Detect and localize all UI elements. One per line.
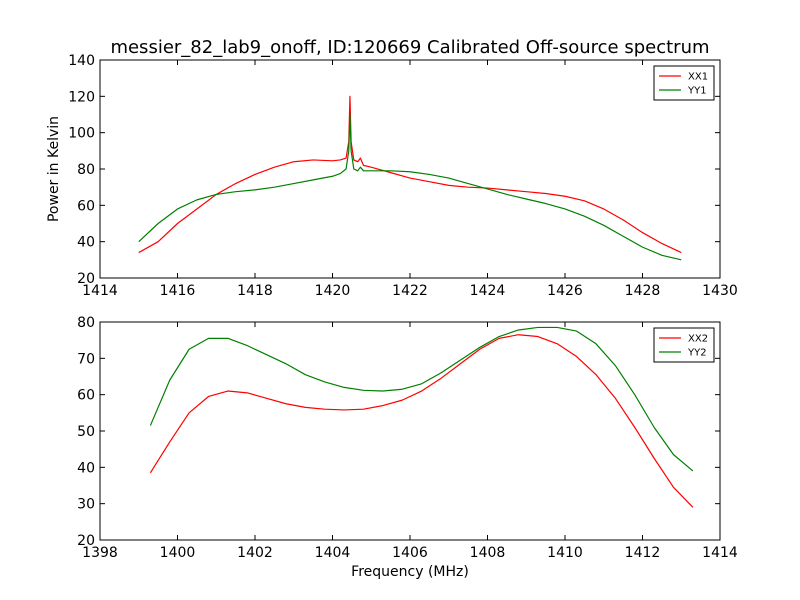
bottom-series-xx2-line — [149, 334, 694, 508]
top-y-tick-label: 60 — [77, 198, 95, 214]
top-y-tick-label: 20 — [77, 271, 95, 287]
bottom-x-tick-label: 1402 — [237, 545, 273, 561]
top-x-tick-label: 1426 — [547, 283, 583, 299]
bottom-x-tick-label: 1412 — [625, 545, 661, 561]
top-series-xx1-line — [138, 95, 682, 254]
top-x-tick-label: 1418 — [237, 283, 273, 299]
top-series-yy1-line — [138, 113, 682, 261]
top-y-tick-label: 140 — [68, 53, 95, 69]
top-x-tick-label: 1430 — [702, 283, 738, 299]
bottom-x-tick-label: 1400 — [160, 545, 196, 561]
bottom-legend-label-xx2: XX2 — [688, 334, 708, 345]
bottom-axes-frame — [99, 321, 721, 541]
top-x-tick-label: 1416 — [160, 283, 196, 299]
bottom-x-tick-label: 1398 — [82, 545, 118, 561]
top-x-tick-label: 1422 — [392, 283, 428, 299]
top-legend-box — [653, 65, 715, 101]
top-y-tick-label: 120 — [68, 89, 95, 105]
top-y-axis-label: Power in Kelvin — [46, 116, 62, 222]
bottom-y-tick-label: 80 — [77, 315, 95, 331]
bottom-y-tick-label: 50 — [77, 424, 95, 440]
top-axes: 1414 1416 1418 1420 1422 1424 1426 1428 1430 20 40… — [46, 53, 738, 299]
top-axes-frame — [99, 59, 721, 279]
top-legend-label-xx1: XX1 — [688, 72, 708, 83]
top-x-tick-label: 1424 — [470, 283, 506, 299]
bottom-y-tick-label: 70 — [77, 351, 95, 367]
top-y-tick-label: 100 — [68, 126, 95, 142]
bottom-x-tick-label: 1406 — [392, 545, 428, 561]
bottom-x-tick-label: 1404 — [315, 545, 351, 561]
bottom-x-tick-label: 1410 — [547, 545, 583, 561]
bottom-legend-box — [653, 327, 715, 363]
bottom-y-tick-label: 20 — [77, 533, 95, 549]
top-y-tick-label: 80 — [77, 162, 95, 178]
bottom-series-yy2-line — [149, 326, 694, 472]
bottom-legend-label-yy2: YY2 — [687, 348, 707, 359]
top-x-tick-label: 1428 — [625, 283, 661, 299]
bottom-x-tick-label: 1414 — [702, 545, 738, 561]
bottom-y-tick-label: 60 — [77, 388, 95, 404]
bottom-y-tick-label: 30 — [77, 497, 95, 513]
top-x-tick-label: 1414 — [82, 283, 118, 299]
bottom-x-axis-label: Frequency (MHz) — [351, 564, 469, 580]
top-y-tick-label: 40 — [77, 235, 95, 251]
bottom-axes: 1398 1400 1402 1404 1406 1408 1410 1412 1414 20 30… — [77, 315, 738, 580]
chart-title: messier_82_lab9_onoff, ID:120669 Calibra… — [110, 37, 709, 58]
top-x-tick-label: 1420 — [315, 283, 351, 299]
bottom-y-tick-label: 40 — [77, 460, 95, 476]
top-legend-label-yy1: YY1 — [687, 86, 707, 97]
bottom-x-tick-label: 1408 — [470, 545, 506, 561]
